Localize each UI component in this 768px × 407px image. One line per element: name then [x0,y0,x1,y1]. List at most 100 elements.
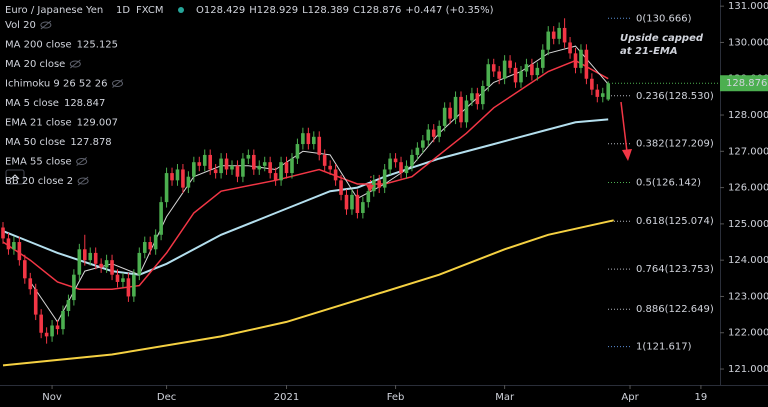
candle-body [393,158,398,163]
candle-body [470,93,474,101]
candle-body [153,234,158,250]
candle-body [590,78,594,90]
indicator-value: 128.847 [64,98,105,109]
candle-body [448,107,452,119]
candle-body [573,53,578,68]
y-tick-label: 122.000 [728,328,768,339]
indicator-value: 127.878 [70,137,111,148]
arrow-head [366,185,374,192]
candle-body [584,49,589,79]
candle-body [66,300,71,311]
fib-label: 0.618(125.074) [636,216,714,227]
indicator-name: Vol 20 [5,20,36,31]
candle-body [252,154,256,170]
candle-body [224,158,229,170]
y-tick-label: 127.000 [728,146,768,157]
candle-body [55,325,60,330]
candle-body [273,173,278,181]
candle-body [459,96,463,123]
candle-body [497,71,501,79]
candle-body [202,154,207,166]
candle-body [33,289,38,315]
indicator-name: EMA 21 close [5,118,72,129]
status-dot [178,7,184,13]
candle-body [322,154,327,166]
candle-body [17,242,22,261]
candle-body [481,85,485,105]
candle-body [284,162,289,174]
candle-body [377,180,382,188]
y-tick-label: 121.000 [728,364,768,375]
candle-body [551,31,556,39]
candle-body [361,202,365,214]
last-price-label: 128.876 [726,78,767,89]
candle-body [371,180,376,192]
candle-body [366,191,371,203]
candle-body [208,154,212,170]
hidden-icon [77,177,89,185]
x-tick-label: Feb [387,392,405,403]
fib-label: 0.236(128.530) [636,91,714,102]
candle-body [170,173,174,181]
fib-label: 0.764(123.753) [636,264,714,275]
candle-body [235,165,240,177]
candle-body [388,158,392,170]
candle-body [530,64,534,76]
candle-body [508,60,512,68]
ma-line [2,219,614,367]
x-tick-label: Mar [495,392,515,403]
candle-body [475,93,480,105]
candle-body [410,154,414,166]
candle-body [230,165,234,170]
y-tick-label: 125.000 [728,219,768,230]
hidden-icon [69,60,81,68]
candle-body [268,162,272,174]
candle-body [464,100,469,123]
candle-body [568,42,572,54]
indicator-name: MA 5 close [5,98,59,109]
fib-label: 0(130.666) [636,13,692,24]
candle-body [399,162,403,174]
fib-label: 0.5(126.142) [636,177,701,188]
annotation: Upside capped [620,33,704,44]
candle-body [262,162,267,166]
collapse-button[interactable] [5,169,25,185]
candle-body [159,202,163,235]
candle-body [77,249,82,275]
candle-body [181,169,185,188]
candle-body [164,173,169,203]
candle-body [23,260,27,279]
candle-body [540,49,545,68]
candle-body [137,252,142,275]
candle-body [192,162,196,177]
ohlc-value: L128.389 [302,5,349,16]
y-tick-label: 123.000 [728,291,768,302]
x-tick-label: 2021 [274,392,299,403]
ohlc-value: +0.447 (+0.35%) [405,5,493,16]
x-tick-label: Apr [621,392,639,403]
ohlc-value: O128.429 [196,5,245,16]
candle-body [197,162,202,166]
candle-body [350,194,354,210]
hidden-icon [112,80,123,87]
candle-body [61,310,65,330]
y-tick-label: 131.000 [728,1,768,12]
arrow [369,175,372,187]
candle-body [82,249,87,261]
candle-body [421,140,425,148]
candle-body [344,194,349,210]
candle-body [175,169,180,181]
candle-body [404,165,409,174]
hidden-icon [70,59,81,69]
ohlc-value: H128.929 [249,5,298,16]
candle-body [12,242,16,250]
candle-body [595,89,600,97]
annotation: at 21-EMA [620,46,678,57]
x-tick-label: Dec [157,392,176,403]
candle-body [142,242,147,253]
candle-body [535,67,540,76]
candle-body [132,274,136,297]
fib-label: 0.886(122.649) [636,304,714,315]
fib-label: 0.382(127.209) [636,139,714,150]
